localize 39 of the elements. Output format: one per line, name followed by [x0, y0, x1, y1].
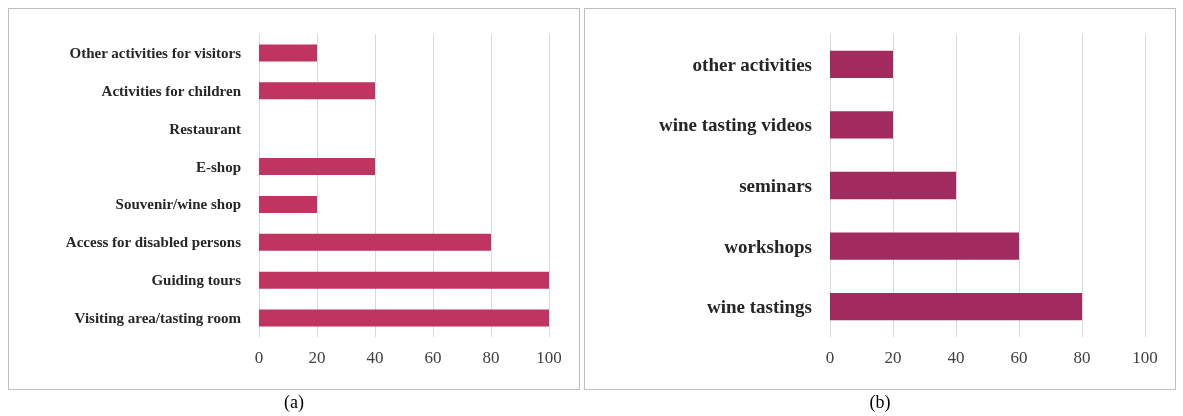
- bar: [830, 232, 1019, 260]
- bar: [830, 50, 893, 78]
- bar: [259, 44, 317, 62]
- bar: [259, 195, 317, 213]
- x-tick-label: 40: [366, 348, 384, 367]
- x-tick-label: 100: [536, 348, 562, 367]
- x-tick-label: 80: [1073, 348, 1091, 367]
- y-tick-label: wine tasting videos: [658, 114, 812, 136]
- text: (b): [868, 392, 892, 413]
- x-tick-label: 0: [254, 348, 264, 367]
- text: (a): [283, 392, 305, 413]
- bar: [259, 158, 375, 176]
- y-tick-label: workshops: [724, 235, 812, 257]
- x-tick-label: 0: [825, 348, 835, 367]
- bar: [830, 171, 956, 200]
- x-tick-label: 80: [482, 348, 500, 367]
- bar: [259, 271, 549, 289]
- y-tick-label: Guiding tours: [151, 272, 242, 289]
- y-tick-label: E-shop: [195, 158, 241, 175]
- y-tick-label: Visiting area/tasting room: [74, 310, 242, 327]
- bar: [830, 293, 1082, 321]
- y-tick-label: Other activities for visitors: [69, 44, 242, 61]
- y-tick-label: seminars: [739, 175, 812, 196]
- x-tick-label: 20: [308, 348, 326, 367]
- x-tick-label: 20: [884, 348, 902, 367]
- bar: [259, 233, 491, 251]
- bar: [830, 111, 893, 139]
- y-tick-label: other activities: [692, 53, 812, 75]
- x-tick-label: 60: [1010, 348, 1028, 367]
- y-tick-label: Souvenir/wine shop: [115, 196, 241, 213]
- y-tick-label: Restaurant: [169, 120, 241, 137]
- y-tick-label: Activities for children: [101, 82, 242, 99]
- y-tick-label: wine tastings: [706, 296, 812, 318]
- bar: [259, 309, 549, 327]
- x-tick-label: 40: [947, 348, 965, 367]
- y-tick-label: Access for disabled persons: [65, 234, 242, 251]
- x-tick-label: 100: [1132, 348, 1158, 367]
- bar: [259, 82, 375, 100]
- x-tick-label: 60: [424, 348, 442, 367]
